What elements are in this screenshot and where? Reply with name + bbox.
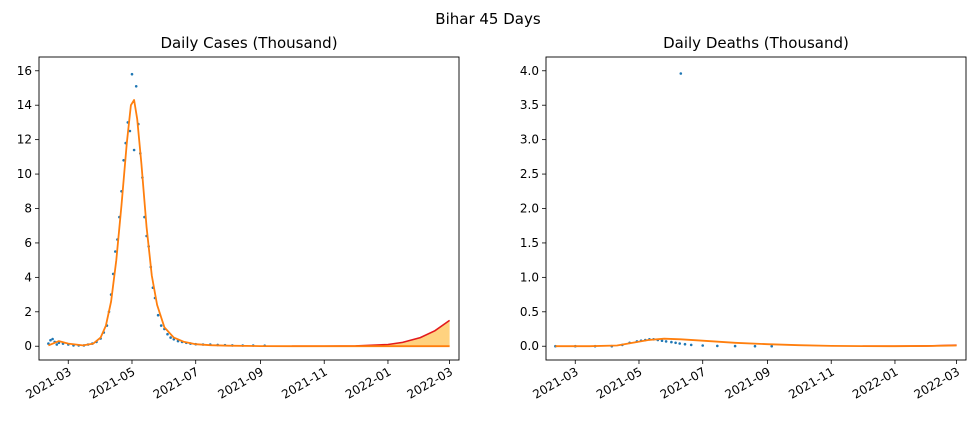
cases-panel-title: Daily Cases (Thousand) bbox=[160, 34, 337, 52]
cases-x-tick-label: 2021-07 bbox=[151, 364, 201, 401]
deaths-x-tick-label: 2021-11 bbox=[786, 364, 836, 401]
cases-x-tick-label: 2022-03 bbox=[405, 364, 455, 401]
cases-y-tick-label: 14 bbox=[17, 98, 32, 112]
cases-data-point bbox=[132, 148, 136, 152]
cases-data-point bbox=[130, 72, 134, 76]
deaths-y-tick-label: 2.0 bbox=[520, 202, 539, 216]
cases-y-tick-label: 16 bbox=[17, 64, 32, 78]
deaths-data-point bbox=[674, 341, 677, 345]
cases-data-point bbox=[55, 343, 59, 346]
deaths-plot-area bbox=[554, 72, 957, 348]
cases-x-tick-label: 2021-03 bbox=[23, 364, 73, 401]
deaths-data-point bbox=[678, 342, 681, 345]
cases-y-tick-label: 0 bbox=[24, 339, 32, 353]
deaths-data-point bbox=[753, 344, 757, 348]
deaths-data-point bbox=[689, 343, 693, 347]
deaths-fit-line bbox=[555, 337, 957, 348]
deaths-x-tick-label: 2022-01 bbox=[850, 364, 900, 401]
cases-projection-band bbox=[291, 320, 450, 347]
deaths-data-point bbox=[679, 72, 683, 75]
deaths-y-axis: 0.0 0.5 1.0 1.5 2.0 2.5 3.0 3.5 4.0 bbox=[520, 64, 546, 353]
deaths-x-tick-label: 2021-07 bbox=[658, 364, 708, 401]
cases-fit-line bbox=[48, 99, 450, 348]
cases-y-tick-label: 4 bbox=[24, 270, 32, 284]
cases-data-point bbox=[159, 324, 163, 327]
deaths-x-tick-label: 2022-03 bbox=[912, 364, 962, 401]
cases-x-tick-label: 2021-09 bbox=[216, 364, 266, 401]
deaths-data-point bbox=[664, 340, 668, 343]
deaths-data-point bbox=[683, 342, 687, 346]
deaths-data-point bbox=[716, 344, 719, 348]
deaths-x-axis: 2021-03 2021-05 2021-07 2021-09 2021-11 2022-… bbox=[530, 360, 962, 402]
deaths-data-point bbox=[670, 340, 673, 344]
cases-panel: Daily Cases (Thousand) 0 2 4 6 8 10 12 14 16 202… bbox=[17, 34, 460, 402]
deaths-y-tick-label: 2.5 bbox=[520, 167, 539, 181]
deaths-data-point bbox=[770, 344, 773, 348]
deaths-y-tick-label: 0.0 bbox=[520, 339, 539, 353]
deaths-data-point bbox=[701, 344, 704, 347]
cases-data-point bbox=[134, 85, 138, 88]
cases-axes-frame bbox=[38, 56, 460, 361]
deaths-y-tick-label: 3.5 bbox=[520, 98, 539, 112]
cases-data-point bbox=[114, 250, 117, 253]
cases-y-axis: 0 2 4 6 8 10 12 14 16 bbox=[17, 64, 39, 353]
cases-data-point bbox=[51, 337, 54, 341]
figure-title: Bihar 45 Days bbox=[435, 10, 541, 28]
deaths-data-point bbox=[660, 339, 664, 343]
deaths-axes-frame bbox=[545, 56, 967, 361]
cases-data-point bbox=[128, 129, 132, 133]
deaths-panel-title: Daily Deaths (Thousand) bbox=[663, 34, 849, 52]
cases-y-tick-label: 6 bbox=[24, 236, 32, 250]
deaths-x-tick-label: 2021-09 bbox=[723, 364, 773, 401]
deaths-y-tick-label: 1.0 bbox=[520, 270, 539, 284]
cases-data-point bbox=[122, 159, 125, 162]
deaths-y-tick-label: 3.0 bbox=[520, 133, 539, 147]
cases-data-point bbox=[156, 313, 160, 317]
deaths-x-tick-label: 2021-05 bbox=[594, 364, 644, 401]
cases-data-point bbox=[169, 336, 172, 339]
cases-plot-area bbox=[47, 72, 451, 348]
deaths-y-tick-label: 4.0 bbox=[520, 64, 539, 78]
cases-y-tick-label: 8 bbox=[24, 202, 32, 216]
cases-y-tick-label: 12 bbox=[17, 133, 32, 147]
cases-data-point bbox=[49, 338, 52, 342]
deaths-data-point bbox=[733, 344, 737, 348]
cases-x-axis: 2021-03 2021-05 2021-07 2021-09 2021-11 2022-… bbox=[23, 360, 455, 402]
deaths-panel: Daily Deaths (Thousand) 0.0 0.5 1.0 1.5 2.0 2… bbox=[520, 34, 967, 402]
cases-y-tick-label: 10 bbox=[17, 167, 32, 181]
cases-y-tick-label: 2 bbox=[24, 305, 32, 319]
deaths-x-tick-label: 2021-03 bbox=[530, 364, 580, 401]
deaths-y-tick-label: 0.5 bbox=[520, 305, 539, 319]
cases-data-point bbox=[166, 332, 169, 336]
deaths-y-tick-label: 1.5 bbox=[520, 236, 539, 250]
cases-x-tick-label: 2022-01 bbox=[343, 364, 393, 401]
cases-x-tick-label: 2021-05 bbox=[87, 364, 137, 401]
cases-x-tick-label: 2021-11 bbox=[279, 364, 329, 401]
